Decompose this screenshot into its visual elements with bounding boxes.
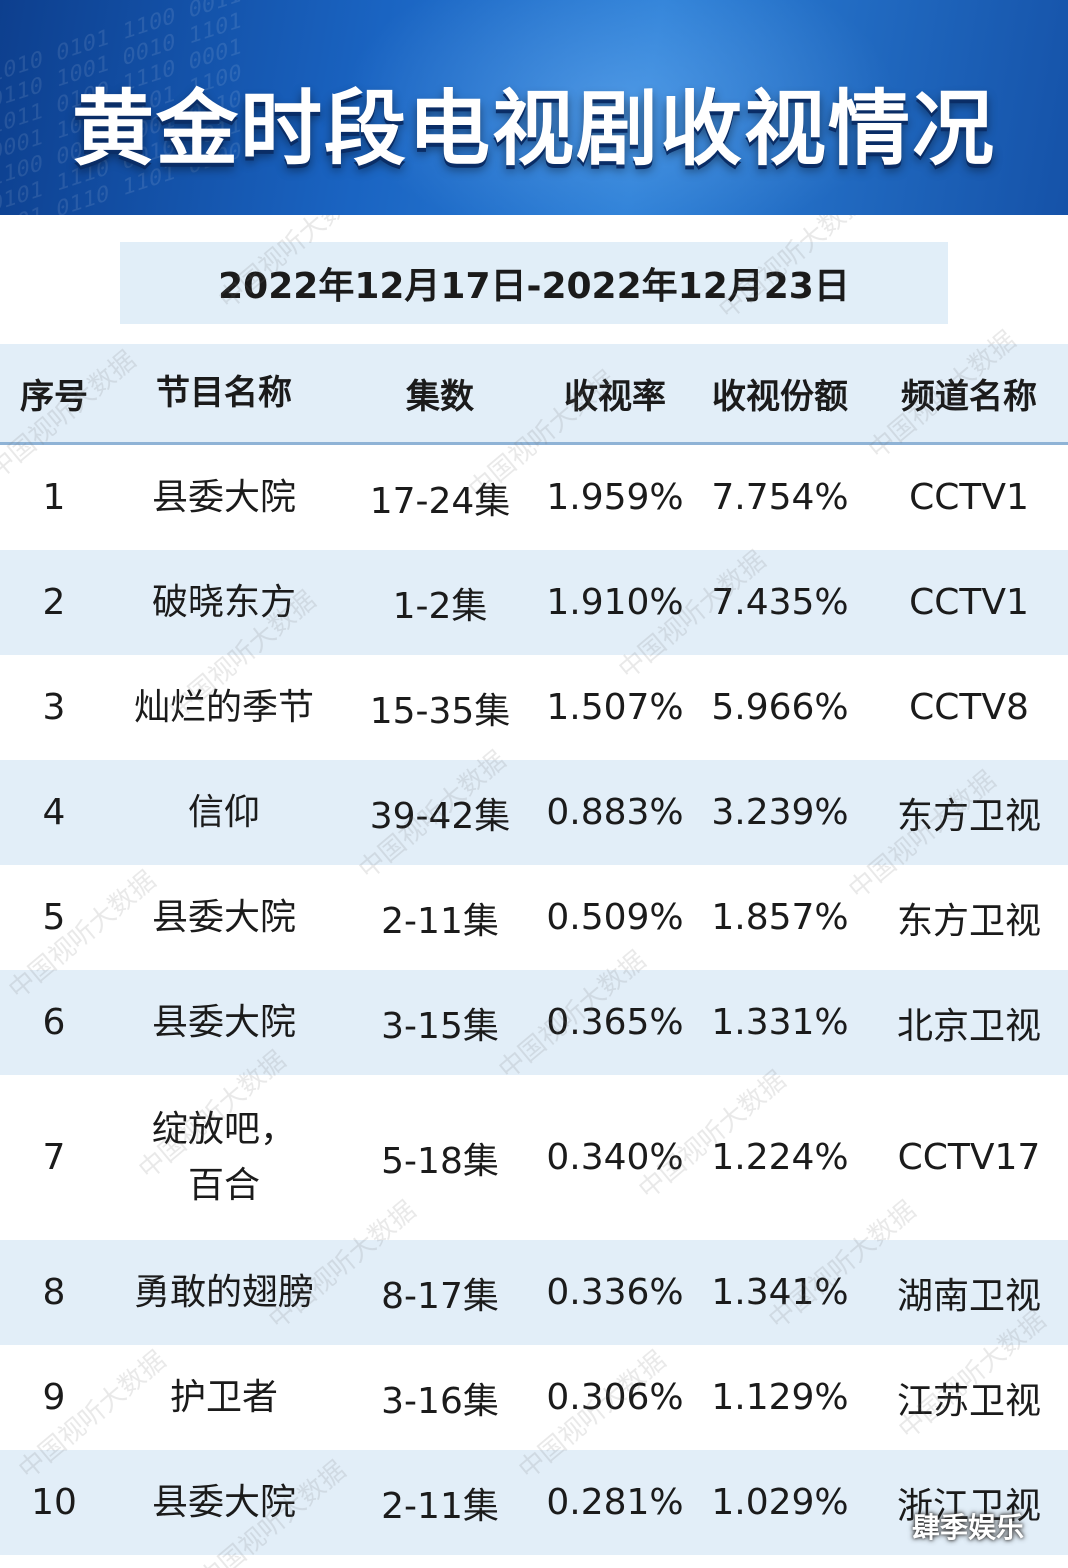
episodes-cell: 3-15集 [381, 1005, 499, 1047]
channel-cell: 江苏卫视 [896, 1380, 1041, 1422]
channel-cell: 东方卫视 [896, 900, 1041, 942]
share-cell: 1.341% [711, 1272, 849, 1313]
share-cell: 3.239% [711, 792, 849, 833]
share-cell: 1.224% [711, 1137, 849, 1178]
channel-cell: 北京卫视 [896, 1005, 1041, 1047]
rating-cell: 1.959% [546, 477, 684, 518]
episodes-cell: 15-35集 [369, 690, 511, 732]
table-row: 6 县委大院 3-15集 0.365% 1.331% 北京卫视 [0, 970, 1068, 1075]
rank-cell: 2 [42, 582, 66, 623]
channel-cell: CCTV8 [909, 687, 1029, 728]
rank-cell: 1 [42, 477, 66, 518]
episodes-cell: 2-11集 [381, 1485, 499, 1527]
banner-glow [320, 0, 920, 215]
share-cell: 7.435% [711, 582, 849, 623]
name-cell: 灿烂的季节 [133, 686, 314, 728]
channel-cell: CCTV1 [909, 477, 1029, 518]
name-cell: 县委大院 [151, 1481, 296, 1523]
episodes-cell: 17-24集 [369, 480, 511, 522]
rank-cell: 3 [42, 687, 66, 728]
name-line-1: 绽放吧， [151, 1108, 296, 1150]
name-cell: 破晓东方 [151, 581, 296, 623]
table-row: 3 灿烂的季节 15-35集 1.507% 5.966% CCTV8 [0, 655, 1068, 760]
rating-cell: 0.365% [546, 1002, 684, 1043]
table-row: 9 护卫者 3-16集 0.306% 1.129% 江苏卫视 [0, 1345, 1068, 1450]
rank-cell: 7 [42, 1137, 66, 1178]
share-cell: 5.966% [711, 687, 849, 728]
share-cell: 1.029% [711, 1482, 849, 1523]
share-cell: 1.857% [711, 897, 849, 938]
episodes-cell: 2-11集 [381, 900, 499, 942]
rating-cell: 1.910% [546, 582, 684, 623]
rank-cell: 6 [42, 1002, 66, 1043]
rating-cell: 1.507% [546, 687, 684, 728]
page-title: 黄金时段电视剧收视情况 [71, 82, 996, 177]
rating-cell: 0.281% [546, 1482, 684, 1523]
table-row: 10 县委大院 2-11集 0.281% 1.029% 浙江卫视 [0, 1450, 1068, 1555]
episodes-cell: 8-17集 [381, 1275, 499, 1317]
date-range: 2022年12月17日-2022年12月23日 [120, 242, 948, 324]
table-row: 2 破晓东方 1-2集 1.910% 7.435% CCTV1 [0, 550, 1068, 655]
channel-cell: CCTV1 [909, 582, 1029, 623]
share-cell: 1.129% [711, 1377, 849, 1418]
channel-cell: CCTV17 [897, 1137, 1041, 1178]
rating-cell: 0.509% [546, 897, 684, 938]
channel-cell: 浙江卫视 [896, 1485, 1041, 1527]
channel-cell: 湖南卫视 [896, 1275, 1041, 1317]
table-row: 4 信仰 39-42集 0.883% 3.239% 东方卫视 [0, 760, 1068, 865]
name-cell: 县委大院 [151, 1001, 296, 1043]
name-cell: 勇敢的翅膀 [133, 1271, 314, 1313]
column-header-episodes: 集数 [406, 376, 474, 417]
episodes-cell: 1-2集 [392, 585, 488, 627]
name-line-2: 百合 [187, 1164, 260, 1206]
rank-cell: 5 [42, 897, 66, 938]
rank-cell: 10 [31, 1482, 77, 1523]
name-cell: 县委大院 [151, 896, 296, 938]
table-row: 5 县委大院 2-11集 0.509% 1.857% 东方卫视 [0, 865, 1068, 970]
corner-watermark: 肆季娱乐 [912, 1511, 1025, 1544]
name-cell: 信仰 [187, 791, 260, 833]
table-row: 1 县委大院 17-24集 1.959% 7.754% CCTV1 [0, 445, 1068, 550]
title-banner: 1010 0101 1100 0011 0110 1001 0010 1101 … [0, 0, 1068, 215]
rating-cell: 0.336% [546, 1272, 684, 1313]
name-cell: 护卫者 [169, 1376, 278, 1418]
column-header-channel: 频道名称 [901, 376, 1037, 417]
channel-cell: 东方卫视 [896, 795, 1041, 837]
rating-cell: 0.306% [546, 1377, 684, 1418]
rank-cell: 8 [42, 1272, 66, 1313]
ratings-table: 序号 节目名称 集数 收视率 收视份额 频道名称 1 县委大院 17-24集 1… [0, 344, 1068, 1555]
name-cell: 县委大院 [151, 476, 296, 518]
episodes-cell: 5-18集 [381, 1140, 499, 1182]
share-cell: 7.754% [711, 477, 849, 518]
rank-cell: 9 [42, 1377, 66, 1418]
name-cell: 绽放吧， 百合 [108, 1102, 340, 1214]
column-header-rating: 收视率 [564, 376, 666, 417]
share-cell: 1.331% [711, 1002, 849, 1043]
column-header-share: 收视份额 [712, 376, 848, 417]
table-row: 7 绽放吧， 百合 5-18集 0.340% 1.224% CCTV17 [0, 1075, 1068, 1240]
episodes-cell: 39-42集 [369, 795, 511, 837]
column-header-rank: 序号 [20, 376, 88, 417]
rating-cell: 0.340% [546, 1137, 684, 1178]
rank-cell: 4 [42, 792, 66, 833]
column-header-name: 节目名称 [156, 373, 292, 413]
table-row: 8 勇敢的翅膀 8-17集 0.336% 1.341% 湖南卫视 [0, 1240, 1068, 1345]
episodes-cell: 3-16集 [381, 1380, 499, 1422]
table-header: 序号 节目名称 集数 收视率 收视份额 频道名称 [0, 344, 1068, 445]
rating-cell: 0.883% [546, 792, 684, 833]
